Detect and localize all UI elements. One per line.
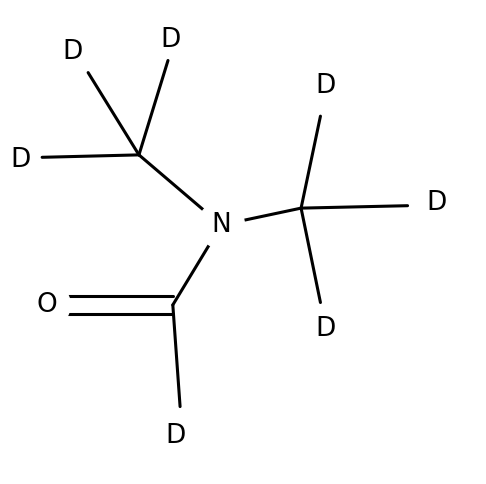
Text: D: D	[63, 39, 83, 65]
Circle shape	[198, 202, 244, 248]
Text: D: D	[10, 147, 31, 173]
Text: N: N	[211, 212, 231, 238]
Text: D: D	[315, 316, 335, 342]
Circle shape	[24, 282, 70, 328]
Text: D: D	[427, 190, 447, 216]
Text: O: O	[36, 292, 57, 318]
Text: D: D	[315, 73, 335, 99]
Text: D: D	[165, 423, 185, 449]
Text: D: D	[160, 27, 180, 53]
